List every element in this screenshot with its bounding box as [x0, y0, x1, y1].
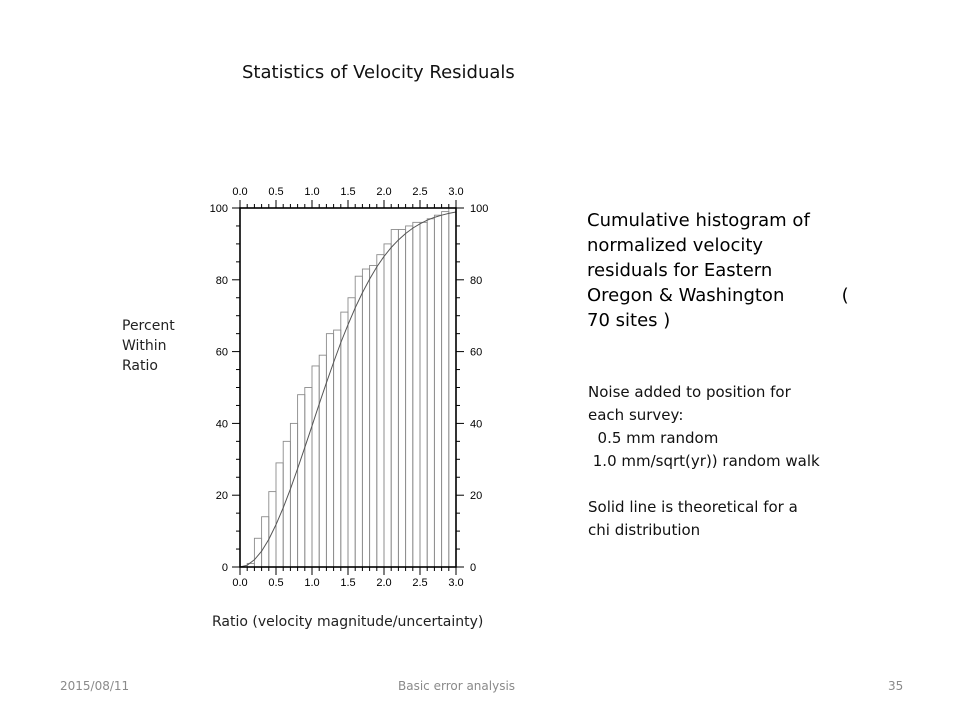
histogram-bar	[426, 218, 435, 568]
histogram-bar	[369, 264, 378, 568]
x-tick-label-top: 2.5	[412, 186, 427, 198]
notes-line: 1.0 mm/sqrt(yr)) random walk	[588, 452, 820, 470]
x-tick-label-bottom: 2.0	[376, 577, 391, 589]
histogram-bar	[304, 387, 313, 568]
histogram-bars	[246, 207, 457, 568]
x-tick-label-bottom: 3.0	[448, 577, 463, 589]
x-tick-label-top: 1.5	[340, 186, 355, 198]
y-tick-label-left: 60	[216, 347, 228, 359]
description-line: residuals for Eastern	[587, 260, 773, 281]
footer-title: Basic error analysis	[398, 679, 516, 693]
y-tick-label-left: 20	[216, 490, 228, 502]
y-tick-label-right: 40	[470, 418, 482, 430]
y-axis-label-line: Ratio	[122, 358, 158, 374]
x-tick-label-top: 2.0	[376, 186, 391, 198]
notes-line: Solid line is theoretical for a	[588, 498, 798, 516]
histogram-bar	[376, 254, 385, 568]
histogram-bar	[268, 491, 277, 568]
footer-date: 2015/08/11	[60, 679, 130, 693]
x-tick-label-top: 0.0	[232, 186, 247, 198]
x-tick-label-top: 0.5	[268, 186, 283, 198]
histogram-bar	[433, 214, 443, 568]
histogram-bar	[390, 229, 399, 568]
page-number: 35	[888, 679, 904, 693]
histogram-bar	[441, 211, 450, 568]
description-line: normalized velocity	[587, 235, 764, 256]
histogram-bar	[405, 225, 414, 568]
histogram-bar	[333, 329, 342, 568]
description-line: Cumulative histogram of	[587, 210, 810, 231]
histogram-bar	[383, 243, 392, 568]
y-tick-label-right: 100	[470, 203, 488, 215]
histogram-bar	[325, 333, 335, 568]
x-tick-label-top: 1.0	[304, 186, 319, 198]
notes-line: Noise added to position for	[588, 383, 791, 401]
x-tick-label-bottom: 0.0	[232, 577, 247, 589]
y-axis-label: Percent Within Ratio	[122, 316, 192, 376]
chart-notes: Noise added to position for each survey:…	[588, 381, 860, 542]
x-tick-label-top: 3.0	[448, 186, 463, 198]
histogram-bar	[289, 422, 299, 568]
histogram-bar	[419, 221, 428, 568]
y-axis-label-line: Percent	[122, 318, 175, 334]
y-tick-label-left: 80	[216, 275, 228, 287]
y-tick-label-right: 0	[470, 562, 476, 574]
y-tick-label-right: 60	[470, 347, 482, 359]
x-tick-label-bottom: 2.5	[412, 577, 427, 589]
y-tick-label-left: 0	[222, 562, 228, 574]
slide-title: Statistics of Velocity Residuals	[242, 62, 515, 83]
notes-line: each survey:	[588, 406, 684, 424]
histogram-bar	[347, 297, 356, 568]
histogram-bar	[297, 394, 306, 568]
notes-line: 0.5 mm random	[588, 429, 719, 447]
description-line: Oregon & Washington (	[587, 285, 849, 306]
theoretical-chi-curve	[239, 211, 457, 568]
histogram-bar	[340, 311, 349, 568]
y-tick-label-right: 20	[470, 490, 482, 502]
y-tick-label-right: 80	[470, 275, 482, 287]
x-tick-label-bottom: 1.5	[340, 577, 355, 589]
histogram-bar	[361, 268, 371, 568]
y-axis-label-line: Within	[122, 338, 167, 354]
histogram-bar	[311, 365, 320, 568]
histogram-bar	[354, 275, 363, 568]
y-tick-label-left: 40	[216, 418, 228, 430]
x-tick-label-bottom: 1.0	[304, 577, 319, 589]
description-line: 70 sites )	[587, 310, 671, 331]
notes-line	[588, 473, 860, 496]
axis-ticks	[232, 200, 464, 575]
x-axis-label: Ratio (velocity magnitude/uncertainty)	[212, 614, 484, 630]
histogram-bar	[412, 221, 421, 568]
chart-description: Cumulative histogram of normalized veloc…	[587, 208, 859, 333]
y-tick-label-left: 100	[210, 203, 228, 215]
notes-line: chi distribution	[588, 521, 701, 539]
histogram-bar	[397, 229, 407, 568]
axis-tick-labels: 0.0 0.0 0.5 0.5 1.0 1.0 1.5 1.5 2.0 2.0 2.5 2.5 3.0 3…	[210, 186, 489, 589]
histogram-bar	[448, 207, 457, 568]
x-tick-label-bottom: 0.5	[268, 577, 283, 589]
